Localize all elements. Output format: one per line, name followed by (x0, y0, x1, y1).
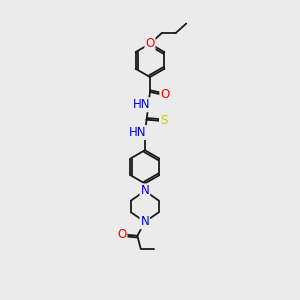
Text: HN: HN (129, 126, 147, 139)
Text: S: S (160, 114, 167, 127)
Text: O: O (160, 88, 170, 101)
Text: HN: HN (133, 98, 150, 111)
Text: O: O (146, 37, 154, 50)
Text: N: N (140, 184, 149, 197)
Text: N: N (140, 215, 149, 228)
Text: O: O (117, 228, 127, 241)
